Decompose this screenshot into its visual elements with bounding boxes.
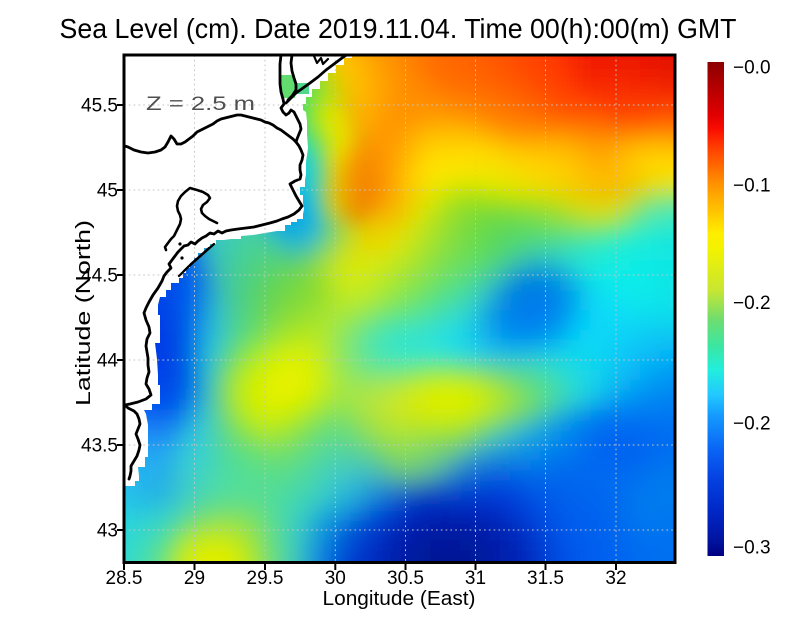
svg-text:31.5: 31.5: [527, 568, 564, 589]
svg-text:29.5: 29.5: [247, 568, 284, 589]
svg-text:43.5: 43.5: [81, 436, 118, 457]
svg-text:Longitude (East): Longitude (East): [323, 588, 476, 610]
svg-text:−0.0: −0.0: [733, 58, 771, 79]
svg-text:30: 30: [325, 568, 346, 589]
svg-text:44.5: 44.5: [81, 266, 118, 287]
svg-text:45.5: 45.5: [81, 96, 118, 117]
svg-text:31: 31: [465, 568, 486, 589]
svg-text:−0.2: −0.2: [733, 293, 771, 314]
svg-text:43: 43: [97, 521, 118, 542]
svg-text:−0.3: −0.3: [733, 538, 771, 559]
svg-text:28.5: 28.5: [106, 568, 143, 589]
svg-text:44: 44: [97, 351, 119, 372]
svg-text:−0.1: −0.1: [733, 176, 771, 197]
svg-text:−0.2: −0.2: [733, 414, 771, 435]
svg-text:45: 45: [97, 181, 118, 202]
svg-text:29: 29: [184, 568, 205, 589]
svg-text:Sea Level (cm). Date 2019.11.0: Sea Level (cm). Date 2019.11.04. Time 00…: [60, 13, 737, 44]
svg-text:Z = 2.5 m: Z = 2.5 m: [146, 94, 255, 115]
svg-text:Latitude (North): Latitude (North): [73, 220, 95, 406]
svg-text:32: 32: [605, 568, 626, 589]
svg-text:30.5: 30.5: [387, 568, 424, 589]
